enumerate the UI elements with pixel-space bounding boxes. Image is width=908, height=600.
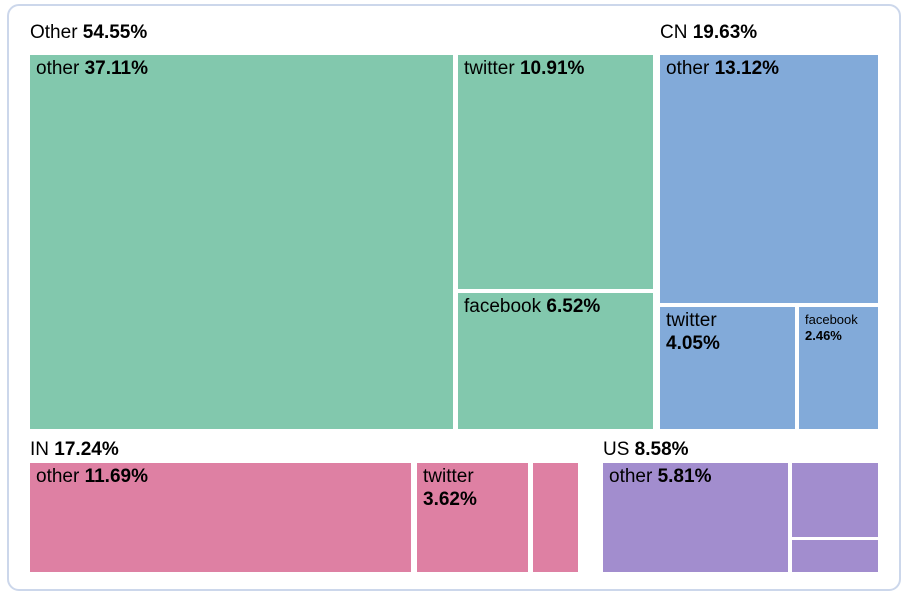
cell-other-twitter[interactable]: twitter 10.91% — [458, 55, 653, 289]
cell-in-other[interactable]: other 11.69% — [30, 463, 411, 572]
cell-cn-facebook[interactable]: facebook 2.46% — [799, 307, 878, 429]
cell-name: facebook — [805, 312, 858, 327]
cell-value: 10.91% — [514, 58, 585, 79]
cell-in-twitter[interactable]: twitter 3.62% — [417, 463, 528, 572]
group-label-other: Other 54.55% — [30, 22, 147, 44]
cell-other-facebook[interactable]: facebook 6.52% — [458, 293, 653, 429]
cell-us-unlabeled[interactable] — [792, 540, 878, 572]
group-value: 17.24% — [49, 439, 119, 460]
cell-name: other — [36, 58, 80, 79]
cell-value: 37.11% — [79, 58, 148, 79]
group-name: IN — [30, 439, 49, 460]
cell-cn-twitter[interactable]: twitter 4.05% — [660, 307, 795, 429]
group-name: US — [603, 439, 630, 460]
cell-name: other — [36, 466, 80, 487]
cell-in-unlabeled[interactable] — [533, 463, 578, 572]
cell-name: other — [609, 466, 653, 487]
group-label-cn: CN 19.63% — [660, 22, 757, 44]
group-name: CN — [660, 22, 688, 43]
cell-value: 2.46% — [805, 328, 842, 343]
cell-name: other — [666, 58, 710, 79]
group-label-us: US 8.58% — [603, 439, 689, 461]
cell-value: 5.81% — [652, 466, 712, 487]
group-label-in: IN 17.24% — [30, 439, 119, 461]
cell-us-other[interactable]: other 5.81% — [603, 463, 788, 572]
cell-value: 11.69% — [79, 466, 148, 487]
cell-value: 4.05% — [666, 333, 720, 354]
cell-name: twitter — [666, 310, 717, 331]
cell-value: 3.62% — [423, 489, 477, 510]
group-value: 8.58% — [629, 439, 689, 460]
group-name: Other — [30, 22, 78, 43]
cell-name: twitter — [423, 466, 474, 487]
cell-value: 6.52% — [541, 296, 601, 317]
cell-name: twitter — [464, 58, 515, 79]
group-value: 19.63% — [687, 22, 758, 43]
cell-value: 13.12% — [709, 58, 780, 79]
group-value: 54.55% — [77, 22, 148, 43]
cell-other-other[interactable]: other 37.11% — [30, 55, 453, 429]
cell-us-unlabeled[interactable] — [792, 463, 878, 537]
cell-cn-other[interactable]: other 13.12% — [660, 55, 878, 303]
cell-name: facebook — [464, 296, 542, 317]
